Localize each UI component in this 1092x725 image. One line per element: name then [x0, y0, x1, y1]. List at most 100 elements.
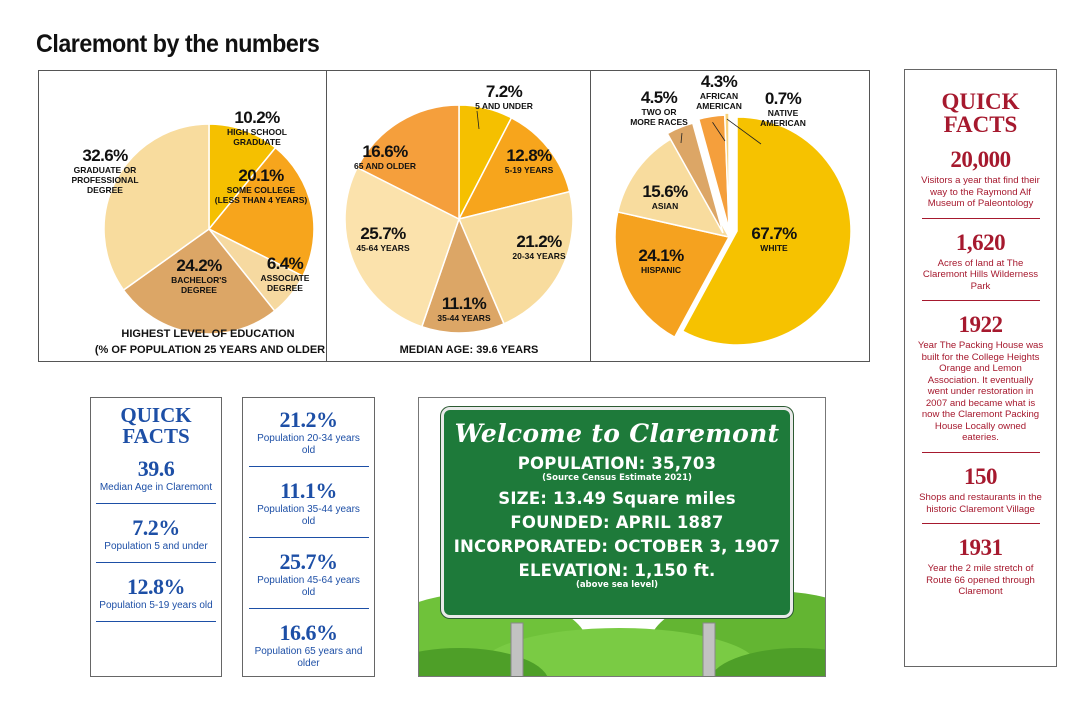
sign-incorporated: INCORPORATED: OCTOBER 3, 1907 [453, 537, 781, 556]
quick-fact-desc: Year The Packing House was built for the… [917, 340, 1044, 444]
quick-facts-title-line: QUICK [941, 89, 1020, 114]
pie-slice-white [681, 116, 852, 346]
pie-category-label: 5-19 YEARS [505, 165, 554, 175]
pie-category-label: SOME COLLEGE [227, 185, 296, 195]
pie-slice-graduate-or-professional-degree [103, 123, 210, 292]
leader-line [712, 122, 726, 142]
quick-fact-value: 21.2% [279, 407, 339, 432]
quick-facts-title: QUICK FACTS [91, 405, 221, 447]
pie-slice-some-college-less-than-4-years [207, 146, 315, 278]
pie-value-label: 21.2% [516, 232, 562, 251]
pie-slice-asian [616, 136, 731, 239]
education-chart-title: HIGHEST LEVEL OF EDUCATION [121, 328, 294, 340]
divider [96, 503, 216, 505]
quick-fact-desc: Population 45-64 years old [257, 575, 360, 599]
quick-fact-item: 12.8% Population 5-19 years old [91, 575, 221, 623]
quick-fact-value: 20,000 [950, 147, 1011, 172]
quick-fact-desc: Population 35-44 years old [257, 504, 360, 528]
quick-fact-desc: Population 65 years and older [254, 646, 363, 670]
divider [921, 451, 1040, 453]
pie-category-label: TWO OR [642, 107, 677, 117]
pie-value-label: 11.1% [442, 294, 487, 313]
ethnicity-pie [614, 112, 852, 346]
pie-category-label: (LESS THAN 4 YEARS) [215, 195, 308, 205]
pie-slice-20-34-years [457, 190, 574, 325]
pie-category-label: 5 AND UNDER [475, 101, 533, 111]
pie-slice-native-american [723, 112, 730, 228]
pie-category-label: PROFESSIONAL [71, 175, 138, 185]
sign-post-left-front [510, 622, 524, 676]
quick-fact-desc: Population 5 and under [104, 541, 208, 553]
quick-facts-sidebar: QUICK FACTS 20,000 Visitors a year that … [904, 69, 1057, 667]
pie-category-label: DEGREE [87, 185, 123, 195]
quick-fact-item: 1,620 Acres of land at The Claremont Hil… [905, 230, 1056, 302]
quick-facts-title-line: QUICK [120, 403, 192, 427]
pie-value-label: 15.6% [642, 182, 688, 201]
pie-category-label: WHITE [760, 243, 788, 253]
quick-fact-value: 16.6% [279, 620, 339, 646]
welcome-sign: Welcome to Claremont POPULATION: 35,703 … [441, 407, 793, 618]
quick-fact-item: 16.6% Population 65 years and older [243, 621, 374, 670]
pie-value-label: 67.7% [751, 224, 797, 243]
quick-fact-desc: Acres of land at The Claremont Hills Wil… [922, 257, 1039, 292]
hill [710, 648, 825, 676]
pie-category-label: GRADUATE [233, 137, 281, 147]
divider [921, 523, 1040, 525]
leader-line [726, 118, 762, 145]
pie-value-label: 0.7% [765, 89, 802, 108]
pie-category-label: GRADUATE OR [74, 165, 137, 175]
pie-slice-hispanic [614, 211, 731, 339]
quick-fact-value: 1931 [958, 535, 1004, 561]
quick-fact-item: 7.2% Population 5 and under [91, 515, 221, 564]
pie-slice-5-19-years [457, 116, 571, 221]
pie-category-label: 65 AND OLDER [354, 161, 416, 171]
quick-fact-value: 150 [964, 463, 998, 489]
pie-slice-45-64-years [344, 166, 460, 328]
pie-value-label: 20.1% [238, 166, 284, 185]
pie-category-label: 20-34 YEARS [512, 251, 566, 261]
quick-fact-item: 25.7% Population 45-64 years old [243, 549, 374, 610]
pie-category-label: ASIAN [652, 201, 678, 211]
quick-fact-value: 39.6 [137, 456, 175, 481]
pie-slice-65-and-older [356, 104, 460, 221]
quick-fact-desc: Visitors a year that find their way to t… [921, 175, 1040, 210]
education-pie [103, 123, 315, 335]
welcome-sign-illustration: Welcome to Claremont POPULATION: 35,703 … [418, 397, 826, 677]
quick-fact-value: 25.7% [279, 549, 339, 575]
pie-category-label: 35-44 YEARS [437, 313, 491, 323]
quick-fact-desc: Population 20-34 years old [257, 433, 360, 457]
quick-facts-blue-right: 21.2% Population 20-34 years old 11.1% P… [242, 397, 375, 677]
sign-elevation: ELEVATION: 1,150 ft. [518, 561, 716, 580]
pie-category-label: MORE RACES [630, 117, 688, 127]
quick-fact-item: 20,000 Visitors a year that find their w… [905, 147, 1056, 219]
quick-fact-desc: Year the 2 mile stretch of Route 66 open… [926, 563, 1035, 598]
pie-value-label: 24.1% [638, 246, 684, 265]
median-age-chart-title: MEDIAN AGE: 39.6 YEARS [400, 344, 539, 356]
quick-facts-title: QUICK FACTS [905, 90, 1056, 136]
pie-value-label: 4.5% [641, 88, 678, 107]
quick-fact-item: 39.6 Median Age in Claremont [91, 456, 221, 505]
quick-fact-value: 7.2% [132, 515, 180, 541]
sign-size: SIZE: 13.49 Square miles [498, 489, 736, 508]
pie-category-label: BACHELOR'S [171, 275, 227, 285]
pie-slice-35-44-years [420, 216, 505, 334]
pie-value-label: 10.2% [234, 108, 280, 127]
hill [479, 628, 759, 676]
divider [248, 537, 369, 539]
pie-value-label: 16.6% [362, 142, 408, 161]
quick-fact-item: 11.1% Population 35-44 years old [243, 479, 374, 539]
quick-fact-item: 150 Shops and restaurants in the histori… [905, 463, 1056, 525]
education-chart-subtitle: (% OF POPULATION 25 YEARS AND OLDER [95, 344, 325, 356]
chart-divider [590, 71, 591, 361]
pie-value-label: 7.2% [486, 82, 523, 101]
divider [248, 608, 369, 610]
pie-category-label: HISPANIC [641, 265, 681, 275]
quick-fact-value: 1922 [958, 312, 1004, 338]
quick-facts-blue-left: QUICK FACTS 39.6 Median Age in Claremont… [90, 397, 222, 677]
median-age-pie [344, 104, 574, 334]
quick-facts-title-line: FACTS [122, 424, 190, 448]
pie-slice-high-school-graduate [208, 123, 277, 232]
pie-value-label: 12.8% [506, 146, 552, 165]
